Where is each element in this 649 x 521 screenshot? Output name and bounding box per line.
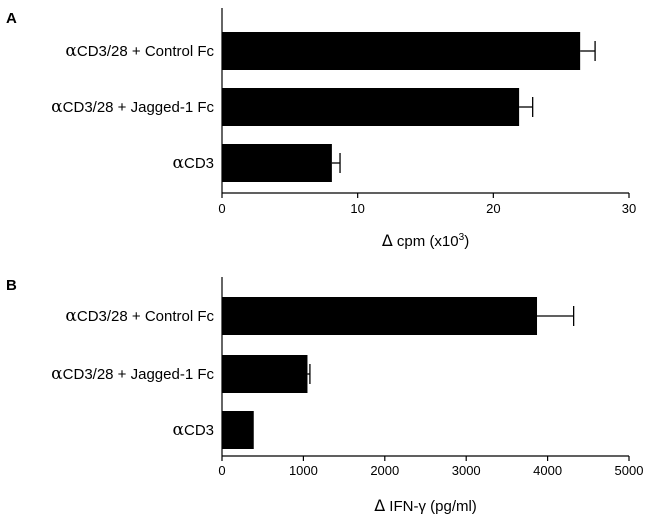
category-label: αCD3/28 + Control Fc [65,41,214,61]
axis-title-suffix: ) [464,233,469,250]
category-label: αCD3 [173,420,215,440]
axis-title-exponent: 3 [459,232,465,243]
x-tick-label: 20 [486,201,500,216]
category-text: CD3 [184,155,214,172]
x-tick-label: 1000 [289,463,318,478]
x-tick-label: 2000 [370,463,399,478]
category-label: αCD3/28 + Control Fc [65,306,214,326]
category-text: CD3/28 + Control Fc [77,43,215,60]
x-axis-title: Δ IFN-γ (pg/ml) [374,496,477,515]
axis-title-text: cpm (x10 [393,233,459,250]
axis-title-text: IFN-γ (pg/ml) [385,498,477,515]
category-text: CD3/28 + Jagged-1 Fc [63,366,215,383]
delta-symbol: Δ [374,496,385,515]
x-tick-label: 0 [218,201,225,216]
bar [222,144,332,182]
bar [222,297,538,335]
category-text: CD3/28 + Control Fc [77,308,215,325]
x-tick-label: 3000 [452,463,481,478]
panel-letter: B [6,277,17,294]
x-tick-label: 10 [350,201,364,216]
category-label: αCD3 [173,153,215,173]
x-tick-label: 0 [218,463,225,478]
category-text: CD3/28 + Jagged-1 Fc [63,99,215,116]
bar [222,355,308,393]
alpha-symbol: α [51,364,63,384]
delta-symbol: Δ [382,231,393,250]
alpha-symbol: α [65,41,77,61]
x-tick-label: 30 [622,201,636,216]
category-label: αCD3/28 + Jagged-1 Fc [51,97,214,117]
alpha-symbol: α [173,420,185,440]
alpha-symbol: α [65,306,77,326]
x-tick-label: 4000 [533,463,562,478]
bar [222,411,254,449]
x-tick-label: 5000 [615,463,644,478]
category-text: CD3 [184,422,214,439]
category-label: αCD3/28 + Jagged-1 Fc [51,364,214,384]
bar [222,32,581,70]
alpha-symbol: α [173,153,185,173]
bar [222,88,520,126]
alpha-symbol: α [51,97,63,117]
x-axis-title: Δ cpm (x103) [382,231,469,250]
panel-letter: A [6,10,17,27]
